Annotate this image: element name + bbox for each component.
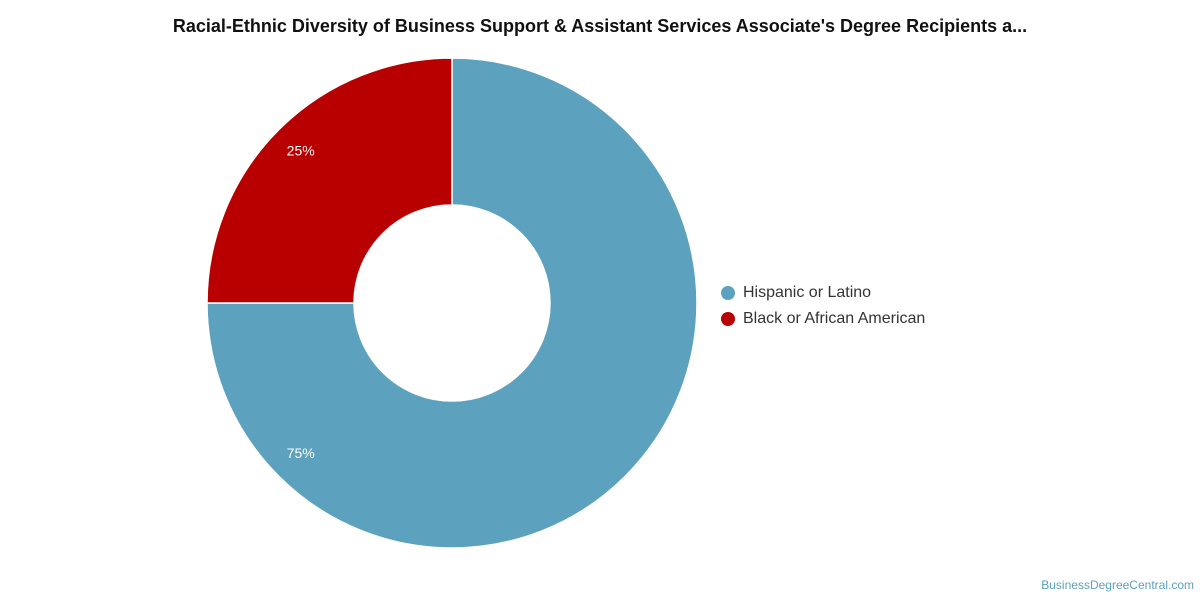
slice-label-hispanic-or-latino: 75% (287, 445, 315, 461)
slice-black-or-african-american[interactable] (206, 57, 453, 304)
legend-label-black-or-african-american: Black or African American (743, 310, 926, 327)
slice-hispanic-or-latino[interactable] (206, 57, 698, 549)
legend-item-hispanic-or-latino[interactable]: Hispanic or Latino (721, 280, 925, 306)
legend-swatch-hispanic-or-latino (721, 286, 735, 300)
legend: Hispanic or Latino Black or African Amer… (721, 280, 925, 332)
legend-item-black-or-african-american[interactable]: Black or African American (721, 306, 925, 332)
slice-label-black-or-african-american: 25% (287, 142, 315, 158)
legend-label-hispanic-or-latino: Hispanic or Latino (743, 284, 872, 301)
legend-swatch-black-or-african-american (721, 312, 735, 326)
chart-title: Racial-Ethnic Diversity of Business Supp… (172, 16, 1028, 36)
watermark[interactable]: BusinessDegreeCentral.com (1041, 578, 1194, 592)
